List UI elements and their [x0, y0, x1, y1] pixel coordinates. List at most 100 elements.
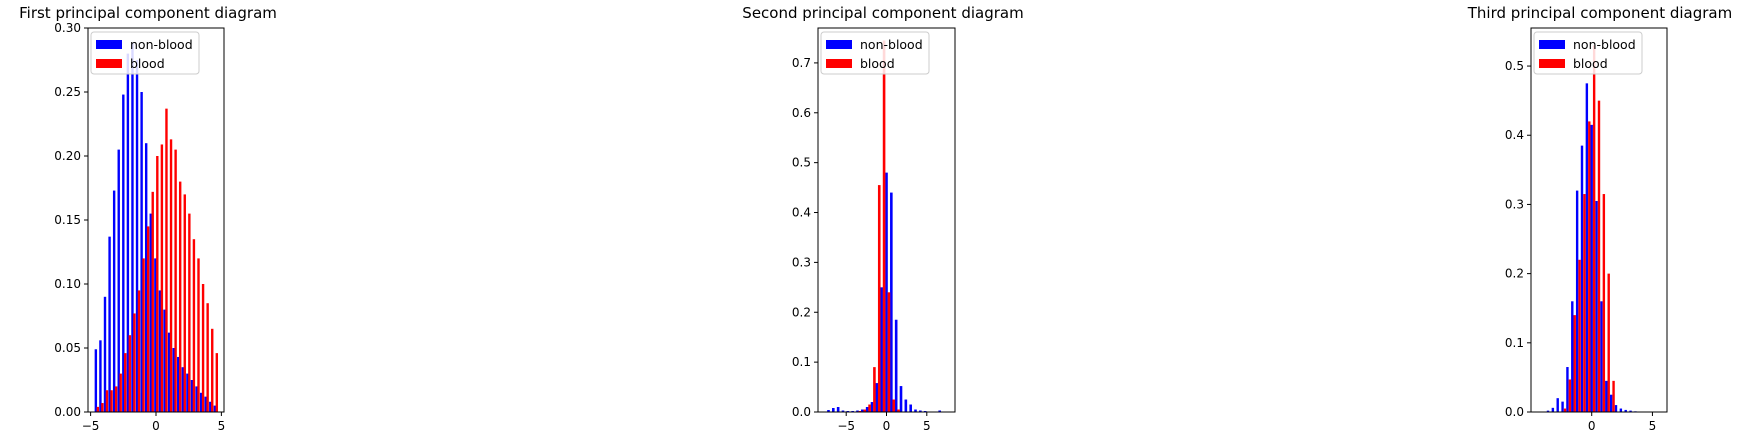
y-tick-label: 0.15 — [54, 213, 81, 227]
bar-non-blood-7 — [126, 53, 130, 412]
bar-blood-3 — [1578, 259, 1581, 412]
bar-non-blood-3 — [1561, 401, 1564, 412]
bar-non-blood-26 — [213, 405, 217, 412]
bar-non-blood-4 — [112, 190, 116, 412]
bar-non-blood-13 — [154, 258, 157, 412]
bar-blood-0 — [1563, 408, 1567, 412]
legend-label-blood: blood — [860, 56, 895, 71]
bar-blood-25 — [211, 328, 214, 412]
bar-non-blood-2 — [1556, 398, 1559, 412]
bar-non-blood-9 — [135, 60, 139, 412]
bar-non-blood-6 — [856, 410, 859, 412]
bar-non-blood-12 — [1605, 380, 1608, 412]
bar-blood-10 — [1612, 380, 1615, 412]
bar-blood-0 — [96, 406, 100, 412]
bar-blood-3 — [873, 367, 876, 412]
bar-blood-5 — [882, 40, 886, 412]
bar-non-blood-24 — [204, 396, 207, 412]
y-tick-label: 0.3 — [792, 255, 811, 269]
bar-blood-8 — [1602, 194, 1606, 412]
bar-non-blood-9 — [870, 402, 874, 412]
bar-non-blood-16 — [167, 332, 171, 412]
legend-swatch-blood — [96, 59, 122, 68]
chart-panel-3: Third principal component diagram 0.0 0.1 0… — [1467, 4, 1732, 433]
series-non-blood — [94, 43, 217, 413]
legend-swatch-blood — [1539, 59, 1565, 68]
bar-non-blood-2 — [103, 296, 107, 412]
bar-non-blood-1 — [832, 408, 835, 412]
legend: non-blood blood — [1533, 31, 1643, 75]
x-tick-label: 5 — [218, 419, 226, 433]
bar-non-blood-11 — [1600, 301, 1603, 412]
bar-blood-21 — [192, 239, 196, 412]
bar-non-blood-21 — [190, 380, 194, 412]
bar-blood-7 — [892, 399, 896, 412]
series-blood — [1563, 45, 1615, 413]
bar-blood-2 — [1573, 315, 1576, 412]
bar-non-blood-18 — [914, 409, 917, 412]
bar-non-blood-25 — [209, 401, 212, 412]
legend-label-non-blood: non-blood — [130, 37, 193, 52]
y-tick-label: 0.30 — [54, 21, 81, 35]
series-blood — [858, 40, 900, 412]
legend-label-blood: blood — [130, 56, 165, 71]
legend: non-blood blood — [820, 31, 930, 75]
bar-blood-4 — [877, 185, 881, 412]
bar-blood-6 — [887, 292, 891, 412]
legend-label-non-blood: non-blood — [860, 37, 923, 52]
legend: non-blood blood — [90, 31, 200, 75]
bar-non-blood-3 — [108, 236, 111, 412]
bar-non-blood-22 — [195, 386, 198, 412]
chart-panel-1: First principal component diagram 0.00 0.0… — [19, 4, 277, 433]
bar-non-blood-14 — [894, 319, 898, 412]
y-tick-label: 0.00 — [54, 405, 81, 419]
x-tick-label: 0 — [152, 419, 160, 433]
bar-blood-2 — [105, 390, 109, 412]
bar-blood-24 — [206, 303, 209, 412]
bar-non-blood-11 — [144, 143, 148, 412]
bar-blood-4 — [1583, 194, 1586, 412]
bar-non-blood-17 — [909, 404, 912, 412]
bar-blood-8 — [133, 313, 136, 412]
bar-non-blood-12 — [149, 213, 152, 412]
bar-non-blood-18 — [177, 356, 180, 412]
chart-panel-2: Second principal component diagram 0.0 0.1… — [742, 4, 1023, 433]
bar-non-blood-10 — [1595, 200, 1598, 412]
series-non-blood — [1546, 83, 1637, 413]
y-tick-label: 0.3 — [1505, 197, 1524, 211]
bar-non-blood-1 — [1551, 407, 1555, 412]
y-tick-label: 0.25 — [54, 85, 81, 99]
legend-swatch-blood — [826, 59, 852, 68]
y-tick-label: 0.1 — [1505, 336, 1524, 350]
bar-blood-18 — [178, 181, 182, 412]
bar-non-blood-0 — [827, 410, 830, 412]
y-tick-label: 0.6 — [792, 106, 811, 120]
x-tick-label: 5 — [923, 419, 931, 433]
bar-blood-4 — [114, 386, 118, 412]
series-blood — [96, 108, 219, 413]
bar-blood-2 — [868, 404, 871, 412]
chart-title: First principal component diagram — [19, 4, 277, 22]
bar-non-blood-8 — [131, 43, 134, 413]
bar-blood-5 — [119, 373, 122, 412]
bar-non-blood-7 — [1580, 145, 1584, 412]
x-tick-label: 5 — [1649, 419, 1657, 433]
bar-non-blood-23 — [938, 410, 941, 412]
bar-non-blood-14 — [158, 290, 162, 412]
bar-blood-1 — [101, 403, 104, 412]
chart-title: Second principal component diagram — [742, 4, 1023, 22]
legend-swatch-non-blood — [1539, 40, 1565, 49]
bar-non-blood-13 — [890, 192, 893, 412]
x-tick-label: −5 — [837, 419, 855, 433]
chart-title: Third principal component diagram — [1467, 4, 1732, 22]
bar-non-blood-10 — [140, 92, 143, 412]
bar-blood-22 — [197, 258, 200, 412]
legend-swatch-non-blood — [826, 40, 852, 49]
bar-non-blood-16 — [1624, 409, 1627, 412]
bar-blood-19 — [183, 194, 186, 412]
bar-non-blood-0 — [1546, 410, 1550, 412]
bar-blood-10 — [142, 258, 145, 412]
y-tick-label: 0.10 — [54, 277, 81, 291]
y-tick-label: 0.20 — [54, 149, 81, 163]
bar-non-blood-19 — [181, 367, 185, 412]
